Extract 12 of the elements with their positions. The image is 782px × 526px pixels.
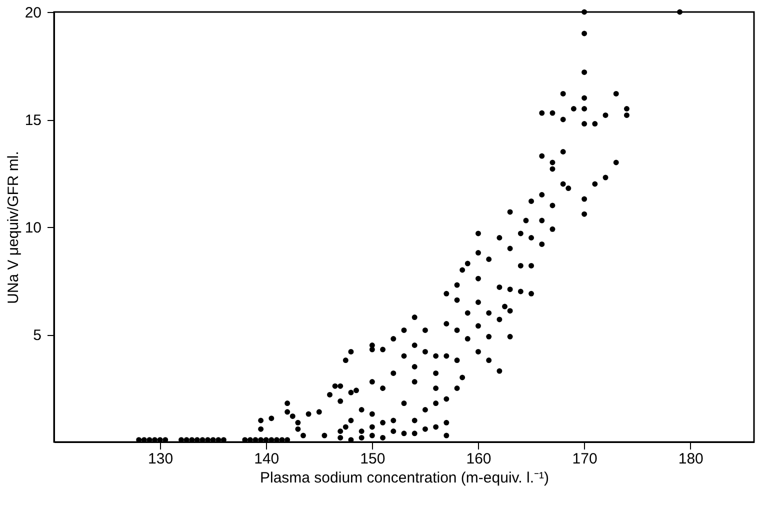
x-tick-label: 170: [572, 450, 598, 468]
x-tick-label: 130: [148, 450, 174, 468]
y-tick-label: 10: [24, 220, 42, 236]
x-tick-label: 180: [678, 450, 704, 468]
x-axis-title: Plasma sodium concentration (m-equiv. l.⁻¹): [260, 470, 549, 486]
x-tick-label: 150: [360, 450, 386, 468]
y-tick-label: 20: [24, 4, 42, 22]
y-tick-label: 15: [24, 112, 42, 129]
y-tick-label: 5: [33, 327, 42, 344]
y-axis-title: UNa V μequiv/GFR ml.: [4, 151, 22, 304]
x-tick-label: 160: [466, 450, 492, 468]
x-tick-label: 140: [254, 450, 280, 468]
